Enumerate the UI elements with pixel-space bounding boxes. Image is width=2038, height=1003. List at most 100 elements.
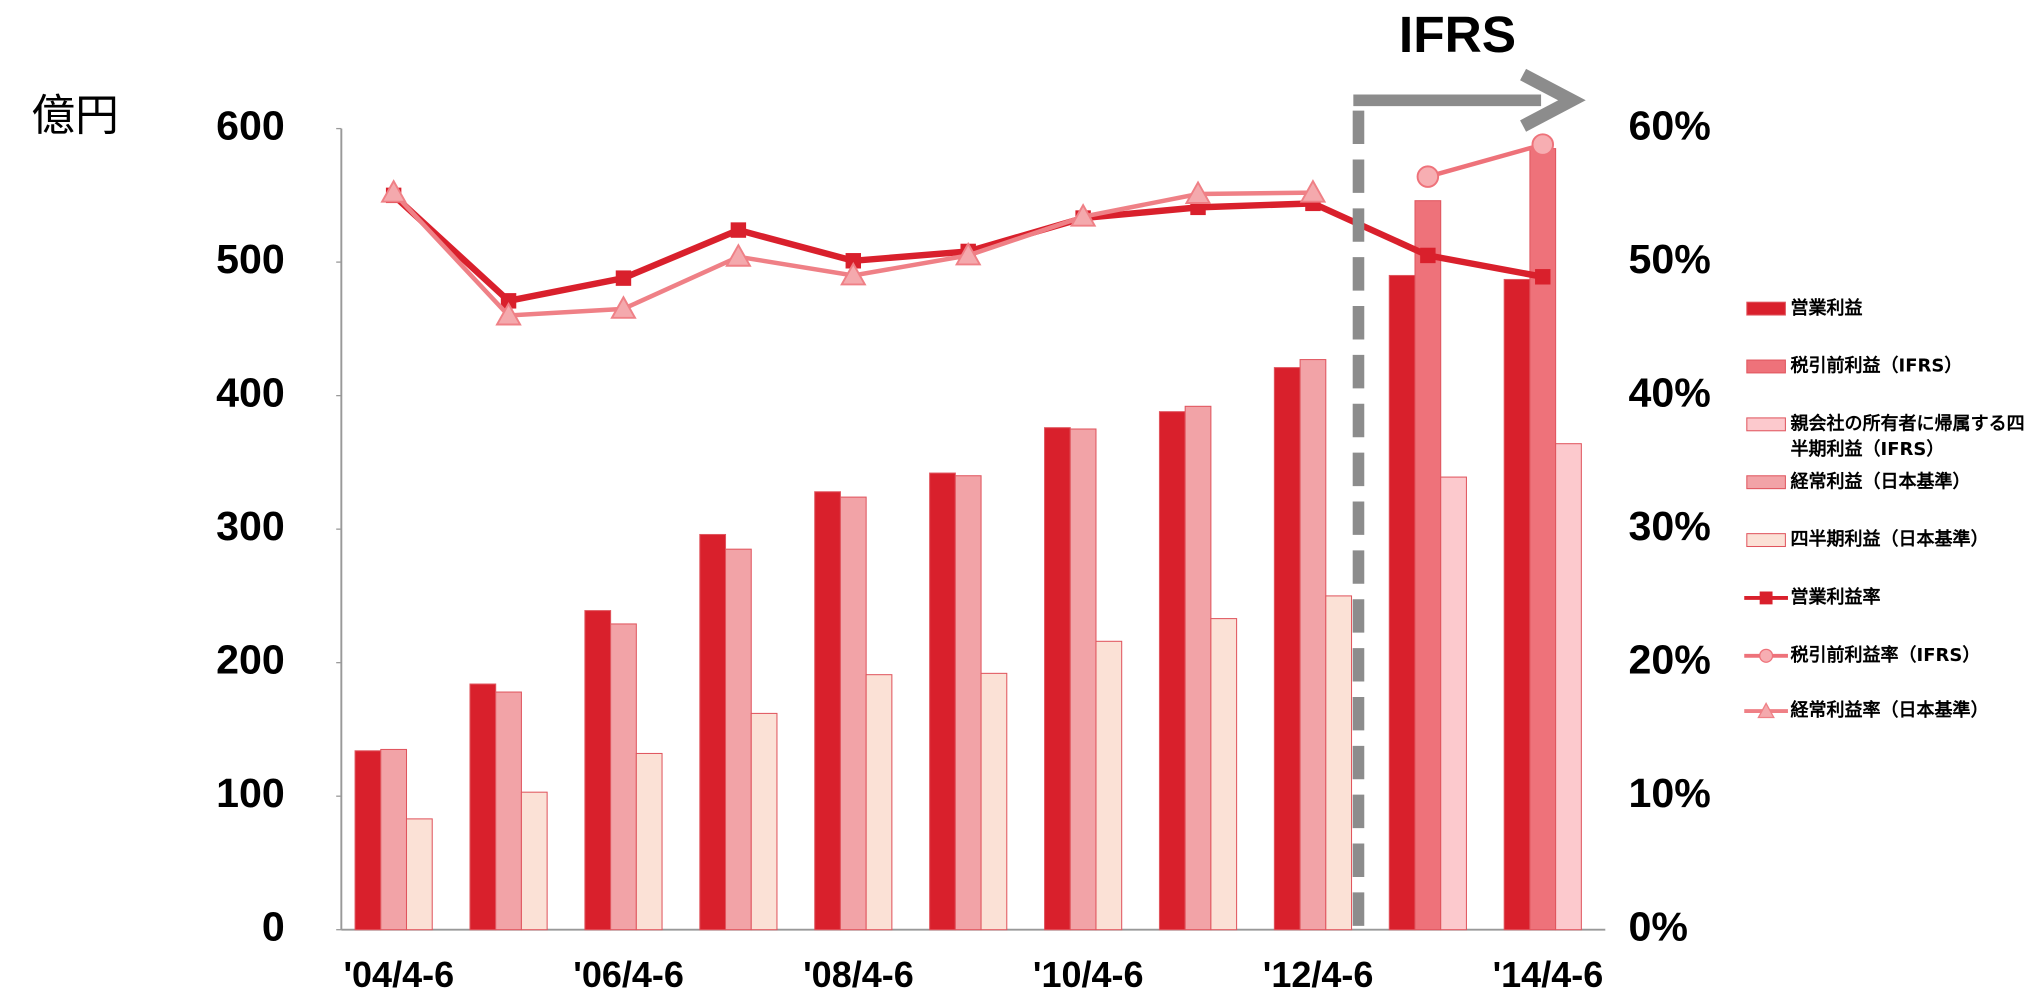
- legend-item: 営業利益率: [1790, 587, 1881, 609]
- bar: [1529, 148, 1557, 931]
- bar: [1095, 640, 1123, 931]
- legend-marker: [1757, 702, 1775, 719]
- y-tick-label: 100: [216, 770, 285, 816]
- y2-tick-label: 10%: [1629, 770, 1711, 816]
- x-tick-label: '04/4-6: [343, 954, 454, 995]
- legend-item: 親会社の所有者に帰属する四半期利益（IFRS）: [1790, 414, 2025, 461]
- bar: [954, 475, 982, 931]
- legend-item: 四半期利益（日本基準）: [1790, 529, 1989, 551]
- y-tick-label: 500: [216, 236, 285, 282]
- bar: [1158, 411, 1186, 931]
- bar: [1414, 200, 1442, 931]
- y-tick-label: 200: [216, 637, 285, 683]
- bar: [380, 748, 408, 931]
- legend-label: 四半期利益（日本基準）: [1790, 529, 1989, 551]
- legend-marker: [1759, 591, 1773, 605]
- legend-label: 経常利益（日本基準）: [1790, 471, 1971, 493]
- bar: [610, 623, 637, 931]
- y-tick-label: 400: [216, 370, 285, 416]
- bar: [1503, 278, 1531, 931]
- x-tick-label: '08/4-6: [803, 954, 914, 995]
- legend-label: 営業利益: [1790, 298, 1863, 319]
- bar: [520, 791, 548, 931]
- line-marker: [1531, 133, 1555, 156]
- bar: [1299, 359, 1327, 931]
- bar: [354, 750, 382, 931]
- bar: [1325, 595, 1353, 931]
- y-axis-unit: 億円: [31, 90, 118, 141]
- x-tick-label: '06/4-6: [573, 954, 684, 995]
- legend-marker: [1759, 648, 1774, 663]
- line-marker: [1420, 247, 1436, 264]
- line-marker: [495, 301, 522, 326]
- legend-label: 営業利益率: [1790, 587, 1881, 609]
- legend-item: 営業利益: [1790, 298, 1863, 319]
- bar: [814, 491, 841, 931]
- legend-swatch: [1746, 417, 1786, 432]
- annotation: IFRS: [1399, 5, 1516, 63]
- line: [1427, 142, 1544, 179]
- line-marker: [845, 253, 862, 269]
- line-marker: [1069, 203, 1097, 227]
- line-marker: [1416, 165, 1440, 188]
- legend-swatch: [1746, 301, 1786, 316]
- bar: [1440, 476, 1467, 931]
- y2-tick-label: 30%: [1629, 503, 1711, 549]
- ifrs-arrow-head: [1520, 68, 1586, 132]
- legend-item: 経常利益率（日本基準）: [1790, 700, 1989, 722]
- bar: [699, 533, 727, 931]
- bar: [405, 818, 433, 931]
- legend-label: 経常利益率（日本基準）: [1790, 700, 1989, 722]
- line-marker: [1535, 269, 1551, 285]
- bar: [980, 672, 1008, 931]
- line-marker: [730, 222, 747, 238]
- bar: [839, 496, 867, 931]
- y-tick-label: 600: [216, 102, 285, 148]
- legend-item: 税引前利益（IFRS）: [1790, 356, 1963, 377]
- legend-item: 経常利益（日本基準）: [1790, 471, 1971, 493]
- bar: [1044, 427, 1071, 931]
- bar: [1184, 405, 1212, 931]
- line-marker: [840, 261, 867, 286]
- line-marker: [725, 243, 752, 267]
- legend-label: 税引前利益（IFRS）: [1790, 356, 1963, 377]
- legend-swatch: [1746, 359, 1786, 374]
- y2-tick-label: 0%: [1629, 904, 1688, 950]
- legend-swatch: [1746, 475, 1786, 490]
- y2-tick-label: 60%: [1629, 102, 1711, 148]
- line-marker: [1184, 180, 1212, 204]
- line-marker: [615, 270, 632, 286]
- bar: [584, 610, 612, 931]
- bar: [635, 752, 663, 931]
- bar: [865, 674, 893, 931]
- y2-tick-label: 40%: [1629, 370, 1711, 416]
- bar: [1273, 367, 1301, 931]
- y2-tick-label: 20%: [1629, 637, 1711, 683]
- legend-swatch: [1746, 533, 1786, 548]
- line-marker: [954, 241, 982, 266]
- bar: [1388, 274, 1416, 931]
- line-marker: [610, 295, 637, 319]
- bar: [725, 548, 752, 931]
- x-tick-label: '14/4-6: [1493, 954, 1604, 995]
- bar: [1555, 443, 1582, 931]
- legend-label: 税引前利益率（IFRS）: [1790, 645, 1981, 667]
- line-marker: [1299, 179, 1327, 203]
- bar: [469, 683, 497, 931]
- bar: [1069, 428, 1097, 931]
- legend-label: 親会社の所有者に帰属する四半期利益（IFRS）: [1790, 414, 2025, 461]
- bar: [495, 691, 522, 931]
- x-tick-label: '12/4-6: [1263, 954, 1374, 995]
- x-tick-label: '10/4-6: [1033, 954, 1144, 995]
- bar: [929, 472, 956, 931]
- y-tick-label: 0: [262, 904, 285, 950]
- y-tick-label: 300: [216, 503, 285, 549]
- bar: [750, 712, 778, 931]
- y2-tick-label: 50%: [1629, 236, 1711, 282]
- line-marker: [500, 293, 517, 309]
- bar: [1210, 618, 1238, 931]
- line-marker: [380, 179, 407, 203]
- legend-item: 税引前利益率（IFRS）: [1790, 645, 1981, 667]
